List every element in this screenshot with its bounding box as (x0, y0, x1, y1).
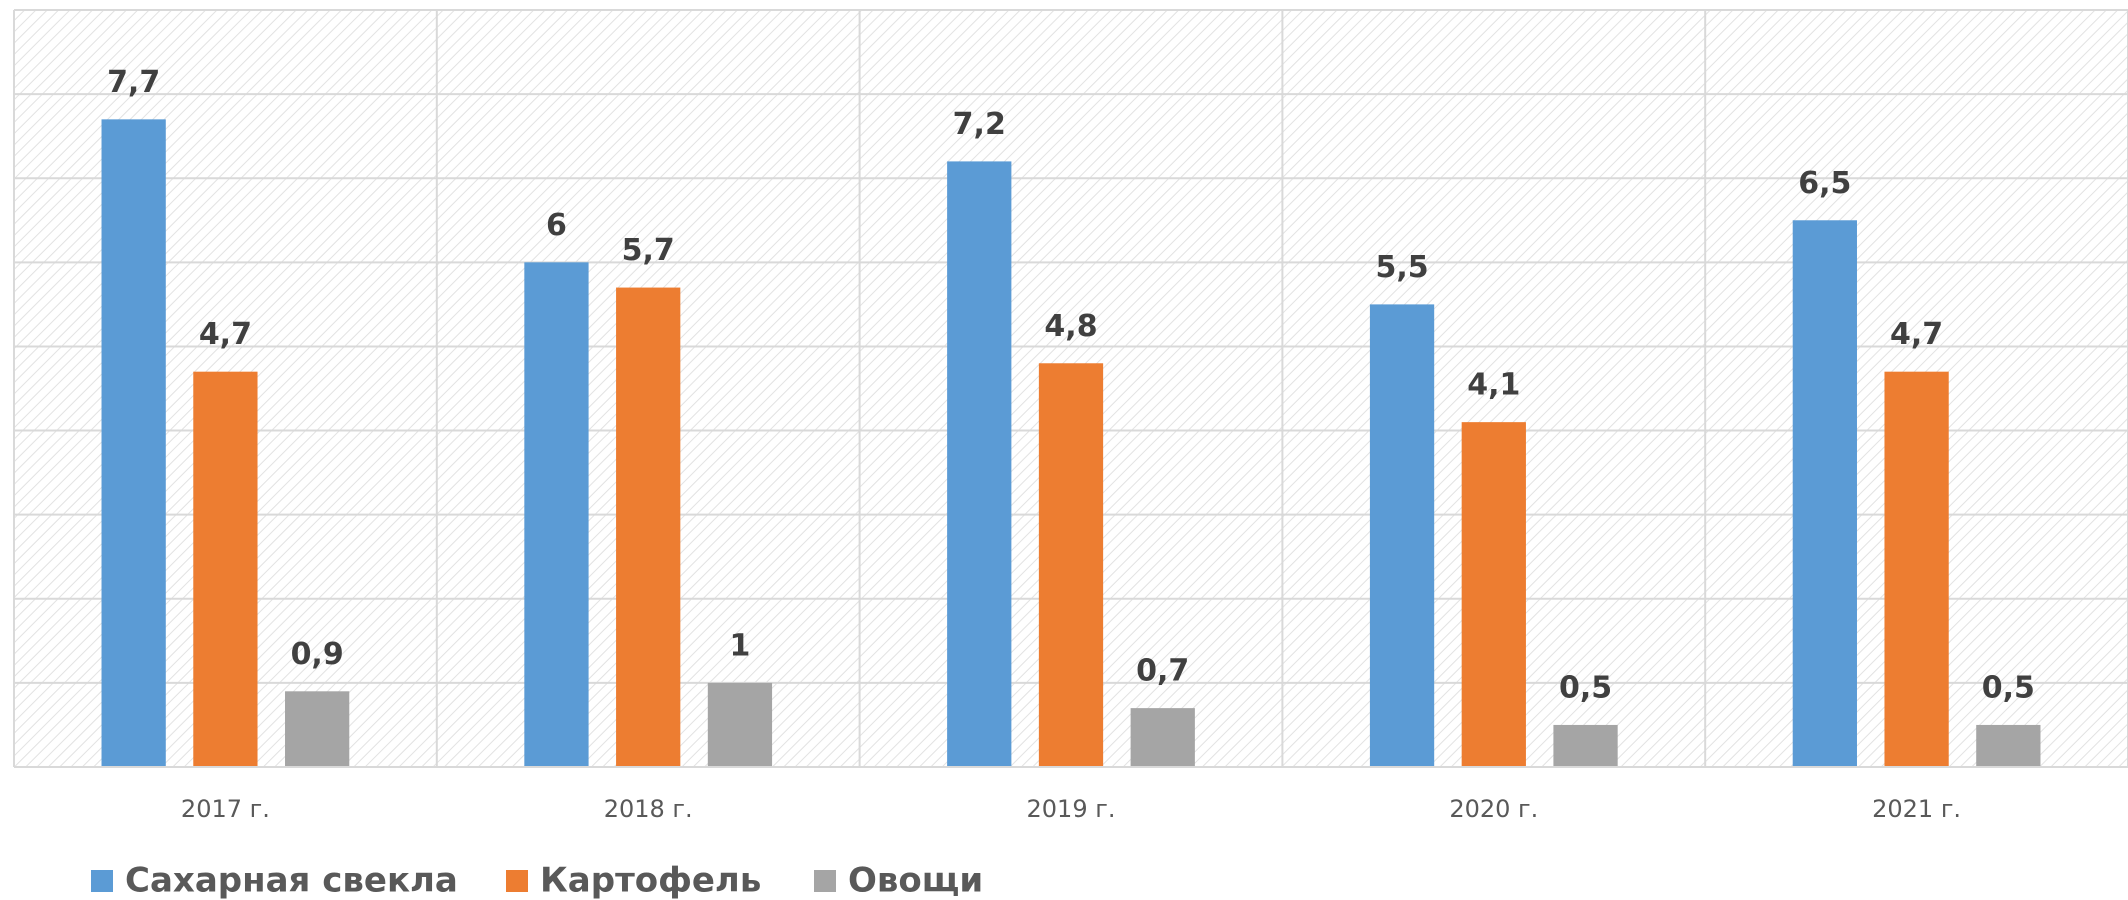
bar (1038, 363, 1104, 767)
legend-label: Картофель (540, 861, 761, 900)
x-tick-label: 2019 г. (1027, 795, 1116, 823)
bar (947, 161, 1012, 767)
data-label: 0,7 (1136, 654, 1189, 689)
data-label: 4,8 (1044, 309, 1097, 344)
data-label: 4,7 (199, 317, 252, 352)
bar (1461, 422, 1526, 767)
data-label: 5,5 (1375, 250, 1428, 285)
x-tick-label: 2018 г. (604, 795, 693, 823)
bar (1976, 724, 2041, 767)
bar (616, 287, 681, 767)
data-label: 5,7 (622, 233, 675, 268)
legend-swatch (91, 870, 113, 892)
x-tick-label: 2021 г. (1872, 795, 1961, 823)
data-label: 0,5 (1559, 670, 1612, 705)
data-label: 4,1 (1467, 368, 1520, 403)
legend-swatch (814, 870, 836, 892)
legend-label: Сахарная свекла (125, 861, 458, 900)
data-label: 4,7 (1890, 317, 1943, 352)
bar (193, 371, 258, 767)
legend-label: Овощи (848, 861, 983, 900)
data-label: 7,7 (107, 65, 160, 100)
data-label: 0,5 (1982, 670, 2035, 705)
bar (1369, 304, 1435, 767)
bar (101, 119, 166, 768)
data-label: 0,9 (291, 637, 344, 672)
bar (1130, 708, 1195, 767)
bar (524, 262, 589, 767)
data-label: 6,5 (1798, 166, 1851, 201)
legend-swatch (506, 870, 528, 892)
bar (1884, 371, 1949, 767)
bar (285, 691, 350, 767)
bar (1792, 220, 1857, 767)
x-tick-label: 2020 г. (1449, 795, 1538, 823)
bar (1553, 724, 1618, 767)
bar (707, 682, 773, 767)
data-label: 6 (546, 208, 567, 243)
x-tick-label: 2017 г. (181, 795, 270, 823)
data-label: 1 (730, 628, 751, 663)
data-label: 7,2 (953, 107, 1006, 142)
